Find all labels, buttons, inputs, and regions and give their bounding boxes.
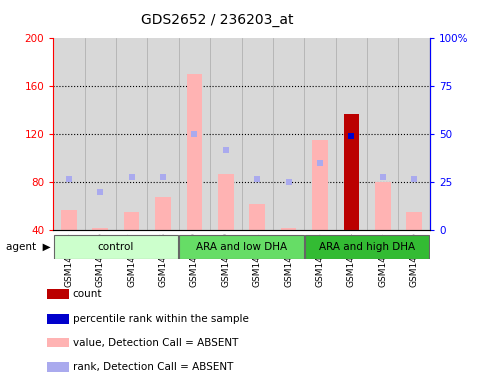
Text: rank, Detection Call = ABSENT: rank, Detection Call = ABSENT [73, 362, 233, 372]
FancyBboxPatch shape [179, 235, 304, 259]
Bar [343, 114, 359, 230]
Bar [124, 212, 140, 230]
Bar [375, 182, 391, 230]
Bar [61, 210, 77, 230]
Bar [47, 314, 69, 324]
Text: control: control [98, 242, 134, 252]
Text: ARA and low DHA: ARA and low DHA [196, 242, 287, 252]
Text: ARA and high DHA: ARA and high DHA [319, 242, 415, 252]
Bar [249, 204, 265, 230]
Bar [406, 212, 422, 230]
Text: agent  ▶: agent ▶ [6, 242, 51, 252]
Bar [47, 338, 69, 348]
Bar [312, 141, 328, 230]
FancyBboxPatch shape [305, 235, 429, 259]
Text: GDS2652 / 236203_at: GDS2652 / 236203_at [141, 13, 294, 27]
FancyBboxPatch shape [54, 235, 178, 259]
Bar [92, 228, 108, 230]
Bar [47, 289, 69, 299]
Bar [155, 197, 171, 230]
Bar [218, 174, 234, 230]
Bar [47, 362, 69, 372]
Bar [281, 228, 297, 230]
Text: percentile rank within the sample: percentile rank within the sample [73, 314, 249, 324]
Text: value, Detection Call = ABSENT: value, Detection Call = ABSENT [73, 338, 238, 348]
Text: count: count [73, 289, 102, 299]
Bar [186, 74, 202, 230]
